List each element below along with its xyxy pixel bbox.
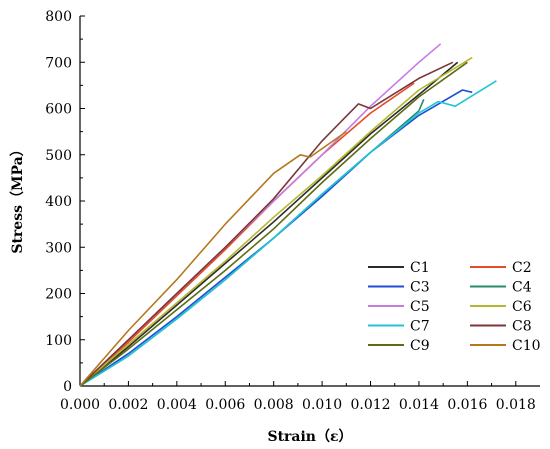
series-line-c7: [79, 80, 497, 387]
legend-label-c4: C4: [512, 280, 532, 296]
legend-label-c6: C6: [512, 299, 532, 315]
legend-label-c1: C1: [410, 260, 430, 276]
y-tick-label: 200: [45, 287, 72, 303]
x-axis-ticks: 0.000 0.002 0.004 0.006 0.008 0.010 0.012 0.014…: [60, 381, 536, 413]
y-tick-label: 0: [63, 379, 72, 395]
x-tick-label: 0.004: [157, 397, 197, 413]
series-line-c2: [79, 82, 415, 387]
x-axis-title: Strain（ε）: [267, 429, 352, 445]
legend-label-c7: C7: [410, 319, 430, 335]
x-tick-label: 0.006: [205, 397, 245, 413]
y-tick-label: 100: [45, 333, 72, 349]
y-axis-title: Stress（MPa）: [10, 142, 26, 253]
y-axis-ticks: 0 100 200 300 400 500 600 700 800: [45, 9, 85, 395]
y-tick-label: 700: [45, 55, 72, 71]
x-tick-label: 0.000: [60, 397, 100, 413]
y-tick-label: 300: [45, 240, 72, 256]
y-tick-label: 800: [45, 9, 72, 25]
legend-label-c2: C2: [512, 260, 532, 276]
legend-label-c8: C8: [512, 319, 532, 335]
x-tick-label: 0.018: [496, 397, 536, 413]
y-tick-label: 400: [45, 194, 72, 210]
x-tick-label: 0.014: [399, 397, 439, 413]
y-tick-label: 500: [45, 148, 72, 164]
x-tick-label: 0.008: [254, 397, 294, 413]
x-tick-label: 0.016: [447, 397, 487, 413]
series-line-c9: [79, 61, 468, 387]
legend-label-c10: C10: [512, 338, 541, 354]
series-line-c10: [79, 130, 347, 387]
series-line-c6: [79, 56, 473, 387]
legend-label-c9: C9: [410, 338, 430, 354]
legend-label-c3: C3: [410, 280, 430, 296]
x-tick-label: 0.012: [350, 397, 390, 413]
legend-label-c5: C5: [410, 299, 430, 315]
y-tick-label: 600: [45, 102, 72, 118]
series-lines: [79, 43, 497, 387]
legend: C1 C2 C3 C4 C5 C6 C7 C8 C9 C10: [368, 260, 541, 354]
x-tick-label: 0.010: [302, 397, 342, 413]
series-line-c1: [79, 61, 459, 387]
plot-frame: [79, 16, 540, 387]
series-line-c8: [79, 61, 454, 387]
x-tick-label: 0.002: [108, 397, 148, 413]
